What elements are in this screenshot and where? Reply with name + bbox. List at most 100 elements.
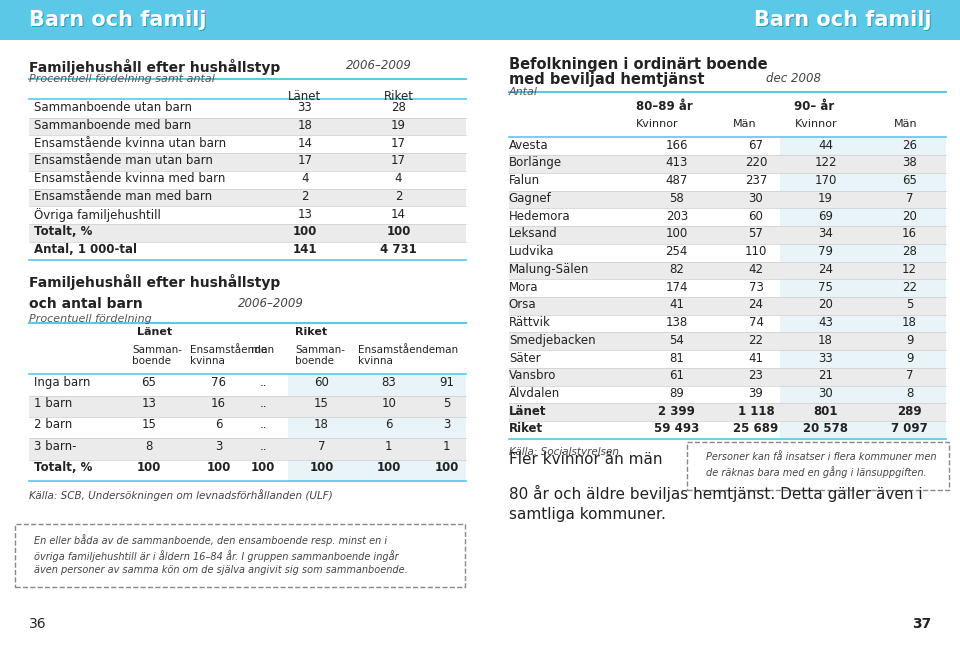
Text: 6: 6 [215,419,222,432]
Text: 237: 237 [745,174,767,187]
Text: 170: 170 [814,174,837,187]
Text: 203: 203 [665,210,688,223]
FancyBboxPatch shape [15,524,465,588]
Text: ..: .. [259,419,267,432]
Text: Män: Män [733,119,756,130]
Text: 30: 30 [818,387,833,400]
Text: 42: 42 [749,263,763,276]
Text: 7: 7 [906,369,913,382]
Text: 23: 23 [749,369,763,382]
Text: Ensamstående
kvinna: Ensamstående kvinna [190,345,267,366]
Text: 17: 17 [391,137,406,150]
FancyBboxPatch shape [0,0,480,40]
Text: 100: 100 [434,461,459,474]
Text: Personer kan få insatser i flera kommuner men
de räknas bara med en gång i länsu: Personer kan få insatser i flera kommune… [706,453,936,479]
Text: 2 399: 2 399 [659,405,695,418]
Text: Rättvik: Rättvik [509,316,551,329]
Text: med beviljad hemtjänst: med beviljad hemtjänst [509,72,705,87]
Text: 110: 110 [745,245,767,258]
Text: Smedjebacken: Smedjebacken [509,334,595,347]
Text: Riket: Riket [383,90,414,103]
Text: Övriga familjehushtill: Övriga familjehushtill [34,208,160,222]
Text: 13: 13 [141,397,156,410]
Text: 74: 74 [749,316,763,329]
Text: och antal barn: och antal barn [29,297,142,311]
Text: 83: 83 [381,376,396,389]
Text: 79: 79 [818,245,833,258]
Text: 100: 100 [386,226,411,239]
Text: 16: 16 [211,397,226,410]
Text: Ensamstående kvinna med barn: Ensamstående kvinna med barn [34,172,225,185]
Text: 15: 15 [314,397,329,410]
Text: 60: 60 [749,210,763,223]
Text: 3: 3 [215,440,222,453]
Text: 3 barn-: 3 barn- [34,440,76,453]
Text: 17: 17 [298,155,312,168]
FancyBboxPatch shape [780,191,946,208]
Text: 26: 26 [902,139,917,152]
Text: 24: 24 [818,263,833,276]
FancyBboxPatch shape [29,117,466,135]
Text: 15: 15 [141,419,156,432]
Text: Källa: Socialstyrelsen: Källa: Socialstyrelsen [509,448,619,457]
Text: 487: 487 [665,174,688,187]
FancyBboxPatch shape [687,442,949,490]
FancyBboxPatch shape [29,439,466,460]
Text: 122: 122 [814,157,837,170]
Text: Riket: Riket [296,327,327,337]
Text: Riket: Riket [509,422,543,435]
Text: 69: 69 [818,210,833,223]
Text: 38: 38 [902,157,917,170]
Text: 73: 73 [749,281,763,293]
FancyBboxPatch shape [780,137,946,155]
Text: Avesta: Avesta [509,139,548,152]
Text: 100: 100 [206,461,230,474]
Text: 24: 24 [749,299,763,312]
Text: 220: 220 [745,157,767,170]
Text: 6: 6 [385,419,393,432]
Text: 14: 14 [298,137,312,150]
Text: 67: 67 [749,139,763,152]
Text: 60: 60 [314,376,329,389]
Text: 1: 1 [385,440,393,453]
Text: ..: .. [259,440,267,453]
Text: 254: 254 [665,245,688,258]
Text: 2: 2 [395,190,402,203]
Text: Länet: Länet [136,327,172,337]
Text: Barn och familj: Barn och familj [755,11,932,32]
Text: 166: 166 [665,139,688,152]
Text: 36: 36 [29,617,46,631]
Text: Samman-
boende: Samman- boende [132,345,182,366]
Text: 14: 14 [391,208,406,221]
Text: 33: 33 [818,352,833,364]
Text: Mora: Mora [509,281,539,293]
Text: 58: 58 [669,192,684,205]
Text: 43: 43 [818,316,833,329]
FancyBboxPatch shape [29,154,466,171]
Text: 20: 20 [818,299,833,312]
Text: 3: 3 [443,419,450,432]
FancyBboxPatch shape [288,439,466,460]
Text: 89: 89 [669,387,684,400]
FancyBboxPatch shape [509,404,946,421]
Text: Älvdalen: Älvdalen [509,387,560,400]
Text: 4: 4 [301,172,308,185]
Text: 2006–2009: 2006–2009 [238,297,303,310]
Text: 21: 21 [818,369,833,382]
Text: 28: 28 [902,245,917,258]
FancyBboxPatch shape [509,191,946,208]
FancyBboxPatch shape [509,262,946,279]
Text: 141: 141 [293,243,317,256]
Text: 1 barn: 1 barn [34,397,72,410]
Text: Leksand: Leksand [509,228,558,241]
Text: 41: 41 [749,352,763,364]
Text: Befolkningen i ordinärt boende: Befolkningen i ordinärt boende [509,57,767,72]
Text: 80–89 år: 80–89 år [636,100,693,113]
FancyBboxPatch shape [29,188,466,206]
Text: 44: 44 [818,139,833,152]
FancyBboxPatch shape [780,368,946,386]
Text: 61: 61 [669,369,684,382]
Text: 75: 75 [818,281,833,293]
Text: Inga barn: Inga barn [34,376,90,389]
FancyBboxPatch shape [780,315,946,333]
